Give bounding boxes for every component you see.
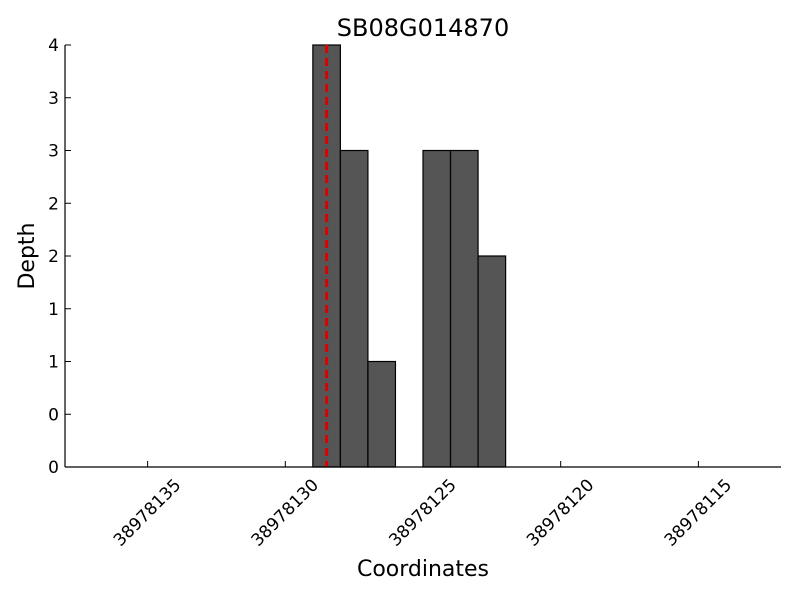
y-tick-label: 3 [48, 142, 59, 162]
y-tick-label: 2 [48, 247, 59, 267]
y-tick-label: 1 [48, 353, 59, 373]
y-tick-label: 0 [48, 458, 59, 478]
x-tick-label: 38978120 [523, 475, 598, 550]
bar [422, 149, 452, 468]
x-tick-label: 38978130 [248, 475, 323, 550]
y-tick-label: 4 [48, 36, 59, 56]
x-tick-label: 38978135 [110, 475, 185, 550]
bar [449, 149, 479, 468]
chart-title: SB08G014870 [337, 14, 509, 42]
y-axis-label: Depth [15, 222, 40, 289]
x-tick-label: 38978115 [661, 475, 736, 550]
y-tick-label: 0 [48, 405, 59, 425]
bar [477, 255, 507, 468]
y-tick-label: 3 [48, 89, 59, 109]
bar [339, 149, 369, 468]
x-tick-label: 38978125 [385, 475, 460, 550]
y-tick-label: 2 [48, 194, 59, 214]
bar [367, 360, 397, 468]
y-tick-label: 1 [48, 300, 59, 320]
x-axis-label: Coordinates [357, 557, 489, 582]
